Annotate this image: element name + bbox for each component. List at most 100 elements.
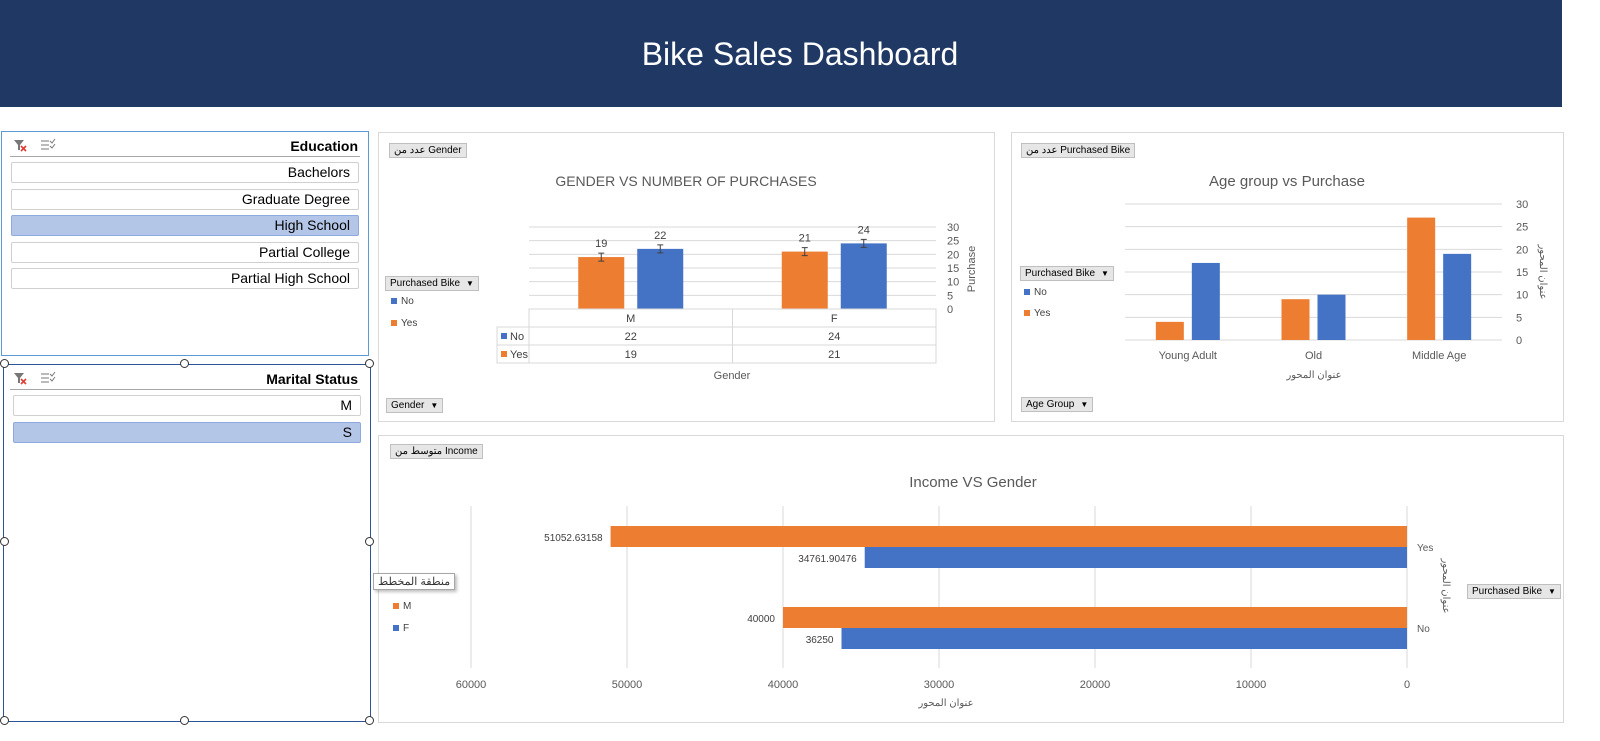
y-tick-label: 5 bbox=[947, 290, 953, 302]
education-slicer-title: Education bbox=[290, 138, 358, 154]
x-tick-label: Young Adult bbox=[1159, 350, 1217, 362]
chart-area-tooltip: منطقة المخطط bbox=[373, 573, 456, 590]
bar-f-yes bbox=[864, 547, 1407, 568]
series-field-button[interactable]: Purchased Bike ▼ bbox=[1467, 584, 1561, 599]
table-category-label: M bbox=[626, 313, 635, 325]
y-tick-label: 20 bbox=[947, 249, 959, 261]
data-label: 22 bbox=[654, 230, 666, 242]
education-slicer-item[interactable]: Graduate Degree bbox=[11, 188, 359, 210]
y-tick-label: 30 bbox=[947, 222, 959, 234]
data-label: 24 bbox=[858, 224, 870, 236]
legend-label: Yes bbox=[401, 318, 418, 329]
data-label: 51052.63158 bbox=[544, 533, 603, 544]
y-axis-title: عنوان المحور bbox=[1537, 243, 1548, 299]
y-axis-title: عنوان المحور bbox=[1440, 557, 1451, 613]
series-field-button[interactable]: Purchased Bike ▼ bbox=[1020, 266, 1114, 281]
series-field-label: Purchased Bike bbox=[390, 278, 461, 289]
y-tick-label: 25 bbox=[1516, 222, 1528, 234]
y-tick-label: No bbox=[1417, 624, 1430, 635]
x-axis-title: عنوان المحور bbox=[917, 698, 973, 709]
axis-field-button[interactable]: Gender ▼ bbox=[386, 398, 444, 413]
y-tick-label: 10 bbox=[1516, 290, 1528, 302]
x-tick-label: Middle Age bbox=[1412, 350, 1466, 362]
y-tick-label: 5 bbox=[1516, 312, 1522, 324]
error-bar bbox=[801, 247, 808, 257]
resize-handle[interactable] bbox=[0, 716, 9, 725]
clear-filter-icon[interactable] bbox=[13, 138, 27, 155]
y-tick-label: 15 bbox=[947, 263, 959, 275]
education-slicer-header: Education bbox=[10, 136, 360, 157]
table-cell: 22 bbox=[625, 331, 637, 343]
data-label: 19 bbox=[595, 238, 607, 250]
x-tick-label: 30000 bbox=[924, 679, 955, 691]
clear-filter-icon[interactable] bbox=[13, 371, 27, 388]
education-slicer-item[interactable]: Bachelors bbox=[11, 162, 359, 183]
age-chart-plot: Age group vs Purchase 0 5 10 15 20 25 30 عنوان ا… bbox=[1125, 173, 1548, 381]
bar-yes-m bbox=[578, 257, 625, 309]
series-field-button[interactable]: Purchased Bike ▼ bbox=[385, 276, 479, 291]
y-axis-title: Purchase bbox=[966, 246, 978, 292]
legend-no: No bbox=[391, 296, 414, 307]
bar-no bbox=[1443, 253, 1472, 340]
y-tick-label: 0 bbox=[947, 304, 953, 316]
dropdown-icon: ▼ bbox=[1101, 269, 1109, 278]
axis-field-label: Age Group bbox=[1026, 399, 1075, 410]
resize-handle[interactable] bbox=[180, 359, 189, 368]
chart-title: Age group vs Purchase bbox=[1209, 173, 1365, 190]
dashboard-title: Bike Sales Dashboard bbox=[641, 36, 959, 72]
multi-select-icon[interactable] bbox=[40, 138, 56, 155]
resize-handle[interactable] bbox=[0, 537, 9, 546]
marital-slicer-title: Marital Status bbox=[266, 371, 358, 387]
marital-slicer-item[interactable]: S bbox=[13, 421, 361, 443]
marital-slicer-item[interactable]: M bbox=[13, 395, 361, 416]
resize-handle[interactable] bbox=[365, 359, 374, 368]
resize-handle[interactable] bbox=[365, 537, 374, 546]
legend-f: F bbox=[393, 623, 409, 634]
multi-select-icon[interactable] bbox=[40, 371, 56, 388]
bar-yes-f bbox=[781, 251, 828, 309]
series-field-label: Purchased Bike bbox=[1472, 586, 1543, 597]
dropdown-icon: ▼ bbox=[1080, 400, 1089, 409]
education-slicer[interactable]: Education Bachelors Graduate Degree High S… bbox=[1, 131, 369, 356]
income-gender-chart[interactable]: متوسط من Income M F Purchased Bike ▼ Inco… bbox=[378, 435, 1564, 723]
legend-yes: Yes bbox=[1024, 308, 1050, 319]
education-slicer-item[interactable]: High School bbox=[11, 215, 359, 236]
legend-label: No bbox=[1034, 287, 1047, 298]
value-field-button[interactable]: متوسط من Income bbox=[390, 444, 483, 459]
error-bar bbox=[598, 252, 605, 262]
legend-no: No bbox=[1024, 287, 1047, 298]
y-tick-label: 30 bbox=[1516, 199, 1528, 211]
bar-no bbox=[1317, 294, 1346, 340]
bar-m-yes bbox=[610, 526, 1407, 547]
y-tick-label: 15 bbox=[1516, 267, 1528, 279]
x-tick-label: 60000 bbox=[456, 679, 487, 691]
resize-handle[interactable] bbox=[180, 716, 189, 725]
y-tick-label: 25 bbox=[947, 236, 959, 248]
legend-label: No bbox=[401, 296, 414, 307]
legend-yes: Yes bbox=[391, 318, 417, 329]
bar-yes bbox=[1281, 299, 1310, 340]
legend-swatch bbox=[391, 320, 397, 327]
value-field-button[interactable]: عدد من Gender bbox=[389, 143, 467, 158]
dashboard-banner: Bike Sales Dashboard bbox=[0, 0, 1562, 107]
legend-label: F bbox=[403, 623, 410, 634]
table-legend-key bbox=[501, 351, 507, 357]
data-label: 34761.90476 bbox=[798, 554, 857, 565]
gender-purchase-chart[interactable]: عدد من Gender Purchased Bike ▼ No Yes Gen… bbox=[378, 132, 995, 422]
legend-swatch bbox=[1024, 310, 1030, 317]
error-bar bbox=[860, 238, 867, 248]
bar-no-m bbox=[637, 248, 684, 309]
error-bar bbox=[657, 244, 664, 254]
resize-handle[interactable] bbox=[365, 716, 374, 725]
resize-handle[interactable] bbox=[0, 359, 9, 368]
x-tick-label: 40000 bbox=[768, 679, 799, 691]
x-tick-label: 0 bbox=[1404, 679, 1410, 691]
axis-field-button[interactable]: Age Group ▼ bbox=[1021, 397, 1094, 412]
education-slicer-item[interactable]: Partial College bbox=[11, 241, 359, 263]
bar-m-no bbox=[783, 607, 1407, 628]
age-group-chart[interactable]: عدد من Purchased Bike Purchased Bike ▼ No… bbox=[1011, 132, 1564, 422]
x-axis-title: Gender bbox=[714, 370, 751, 382]
education-slicer-item[interactable]: Partial High School bbox=[11, 268, 359, 289]
value-field-button[interactable]: عدد من Purchased Bike bbox=[1021, 143, 1136, 158]
